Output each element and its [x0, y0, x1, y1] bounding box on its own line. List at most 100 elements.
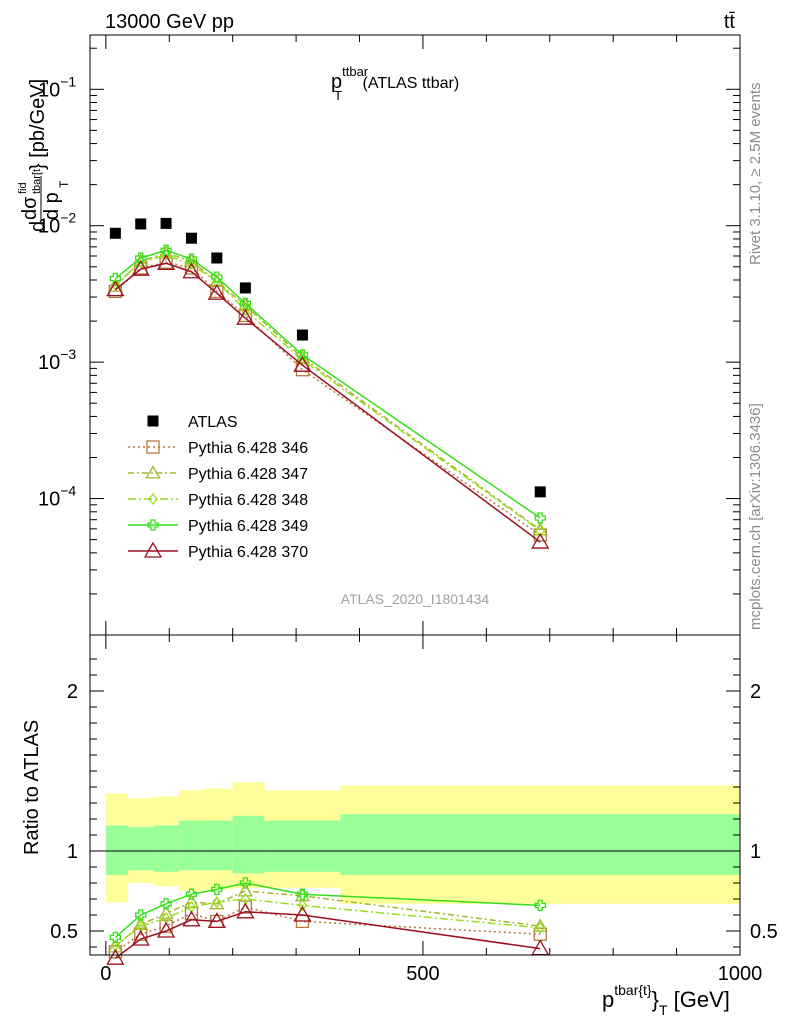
- ratio-4-point: [131, 929, 150, 946]
- legend-marker: [143, 541, 163, 558]
- ratio-line-1: [114, 890, 541, 948]
- ratio-3-point: [211, 883, 223, 896]
- series-3-point: [109, 272, 122, 285]
- series-4-point: [207, 283, 226, 300]
- ratio-0-point: [134, 927, 148, 941]
- atlas-data-point: [109, 227, 121, 239]
- mcplots-label: mcplots.cern.ch [arXiv:1306.3436]: [747, 403, 764, 630]
- svg-text:dσ: dσ: [19, 196, 41, 220]
- ratio-y-tick-label: 0.5: [50, 921, 78, 943]
- legend-item: Pythia 6.428 370: [128, 541, 308, 561]
- legend-label: Pythia 6.428 349: [188, 518, 308, 535]
- atlas-data-point: [534, 486, 546, 498]
- process-label: tt̄: [724, 11, 736, 33]
- atlas-data-point: [185, 232, 197, 244]
- legend-marker: [146, 440, 160, 454]
- series-4-point: [182, 262, 201, 279]
- series-4-point: [106, 280, 125, 297]
- ratio-line-2: [114, 898, 541, 946]
- ratio-2-point: [297, 899, 308, 912]
- ratio-0-point: [238, 900, 253, 914]
- rivet-label: Rivet 3.1.10, ≥ 2.5M events: [747, 83, 764, 266]
- legend-marker: [147, 415, 159, 427]
- ratio-2-point: [535, 921, 546, 934]
- legend-label: Pythia 6.428 348: [188, 492, 308, 509]
- x-tick-label: 500: [406, 963, 439, 985]
- energy-label: 13000 GeV pp: [105, 11, 234, 33]
- series-line-1: [114, 252, 541, 531]
- series-4-point: [131, 259, 150, 276]
- ratio-y-tick-label-right: 2: [750, 681, 761, 703]
- ratio-1-point: [158, 905, 174, 919]
- ratio-1-point: [532, 918, 548, 932]
- ratio-1-point: [133, 916, 149, 931]
- series-2-point: [535, 524, 546, 537]
- series-4-point: [236, 308, 255, 325]
- ratio-3-point: [534, 899, 546, 912]
- legend-item: Pythia 6.428 348: [128, 492, 308, 509]
- lower-panel: 0.5 0.5 1 1 2 2 0 500 1000 Ratio to ATLAS ptbar{…: [21, 634, 778, 1018]
- lower-frame: [89, 634, 741, 956]
- legend-item: ATLAS: [147, 414, 238, 431]
- lower-ylabel: Ratio to ATLAS: [21, 720, 43, 855]
- svg-text:d: d: [27, 221, 49, 232]
- svg-text:} [pb/GeV]: } [pb/GeV]: [27, 79, 49, 170]
- legend: ATLAS Pythia 6.428 346 Pythia 6.428 347 Pyt…: [128, 414, 308, 561]
- stat-uncertainty-band: [204, 820, 233, 871]
- series-3-point: [211, 271, 223, 283]
- plot-title: pttbar T (ATLAS ttbar): [331, 64, 459, 103]
- stat-uncertainty-band: [178, 820, 205, 871]
- series-4-point: [531, 532, 550, 549]
- upper-panel: 10−1 10−2 10−3 10−4 pttbar T (ATLAS ttbar) d…: [17, 34, 741, 636]
- atlas-data-point: [135, 218, 147, 230]
- upper-ylabel: d dσ fid tbar[t d p T } [pb/GeV]: [17, 79, 71, 232]
- stat-uncertainty-band: [105, 825, 129, 875]
- svg-text:fid: fid: [17, 182, 29, 194]
- ratio-3-point: [185, 888, 198, 900]
- ratio-4-point: [236, 902, 255, 919]
- ratio-3-point: [135, 909, 147, 921]
- stat-uncertainty-band: [264, 820, 341, 872]
- series-2-point: [161, 248, 171, 262]
- ratio-2-point: [211, 896, 222, 909]
- atlas-data-point: [296, 329, 308, 341]
- atlas-data-point: [239, 282, 251, 294]
- y-tick-label: 10−1: [38, 73, 76, 101]
- svg-text:T: T: [57, 180, 71, 188]
- ratio-4-point: [106, 948, 125, 965]
- legend-marker: [145, 465, 161, 479]
- legend-item: Pythia 6.428 347: [128, 465, 308, 483]
- analysis-watermark: ATLAS_2020_I1801434: [341, 591, 490, 607]
- legend-label: Pythia 6.428 346: [188, 440, 308, 457]
- ratio-3-point: [160, 898, 172, 910]
- series-line-3: [114, 249, 541, 519]
- ratio-4-point: [293, 905, 312, 922]
- legend-label: Pythia 6.428 347: [188, 466, 308, 483]
- stat-uncertainty-band: [340, 814, 740, 875]
- legend-label: ATLAS: [188, 414, 238, 431]
- atlas-data-point: [211, 252, 223, 264]
- atlas-data-point: [160, 217, 172, 229]
- ratio-y-tick-label-right: 0.5: [750, 921, 778, 943]
- ratio-3-point: [296, 888, 309, 900]
- series-line-4: [114, 262, 541, 543]
- ratio-1-point: [237, 883, 253, 897]
- ratio-4-point: [207, 912, 226, 929]
- y-tick-label: 10−3: [38, 346, 76, 374]
- series-4-point: [293, 355, 312, 372]
- stat-uncertainty-band: [153, 825, 179, 872]
- y-tick-label: 10−2: [38, 210, 76, 238]
- legend-marker: [147, 519, 159, 531]
- series-2-point: [186, 258, 197, 271]
- ratio-0-point: [159, 919, 173, 933]
- x-tick-label: 1000: [718, 963, 763, 985]
- ratio-4-point: [182, 910, 201, 927]
- series-3-point: [185, 253, 198, 265]
- series-line-2: [114, 254, 541, 532]
- ratio-4-point: [156, 921, 176, 938]
- series-3-point: [160, 244, 172, 256]
- x-tick-label: 0: [100, 963, 111, 985]
- ratio-y-tick-label: 1: [67, 841, 78, 863]
- series-4-point: [156, 254, 176, 270]
